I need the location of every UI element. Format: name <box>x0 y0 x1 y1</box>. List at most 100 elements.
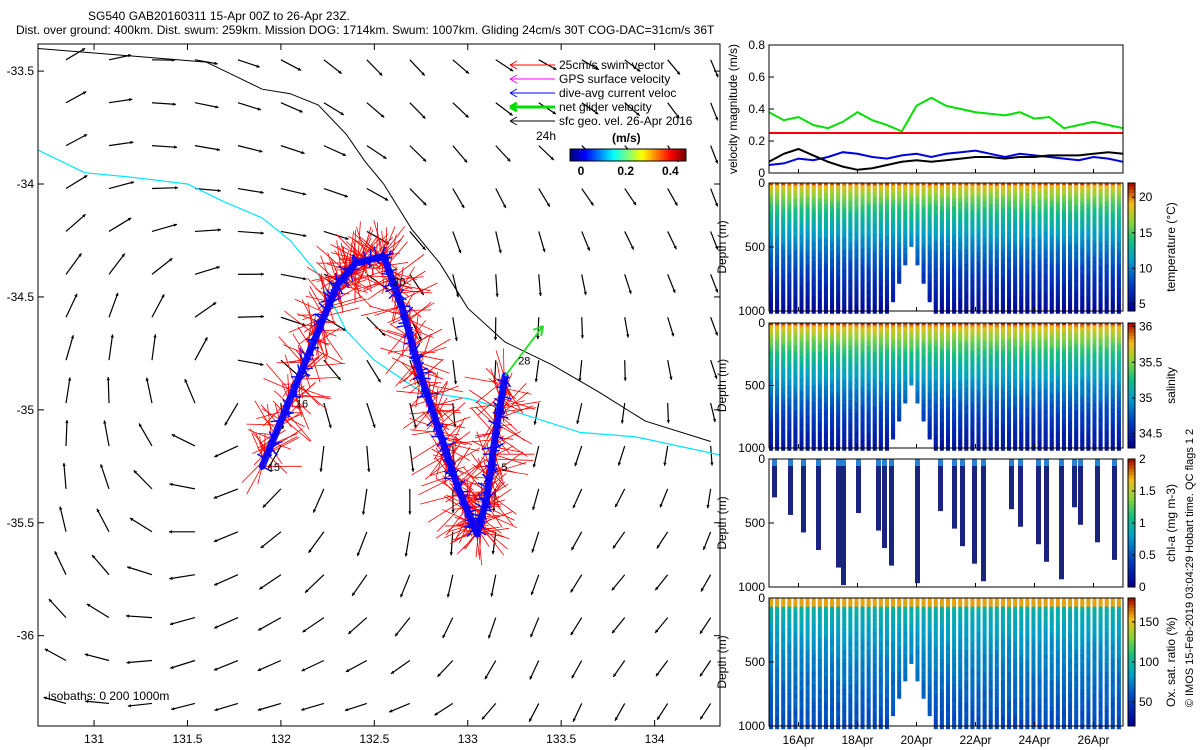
current-vector <box>530 617 540 638</box>
current-vector <box>495 102 513 116</box>
speed-colorbar-cell <box>602 149 605 161</box>
current-vector <box>65 133 88 147</box>
current-vector <box>409 102 426 120</box>
profile-colorbar-cell <box>1128 253 1135 258</box>
current-vector-head <box>303 276 307 281</box>
swim-vector <box>497 405 534 419</box>
current-vector-head <box>78 253 82 257</box>
current-vector-head <box>259 586 263 590</box>
current-vector-head <box>493 336 498 341</box>
swim-vector <box>435 407 456 421</box>
current-vector-head <box>542 248 546 253</box>
current-vector-head <box>507 158 511 162</box>
current-vector-head <box>465 114 469 118</box>
current-vector <box>528 703 540 723</box>
map-xtick-label: 134 <box>645 732 665 746</box>
profile-colorbar-cell <box>1128 234 1135 238</box>
swim-vector <box>499 401 541 409</box>
current-vector-head <box>656 545 660 549</box>
current-vector-head <box>67 377 72 381</box>
current-vector-head <box>700 588 704 592</box>
current-vector-head <box>126 660 130 665</box>
current-vector-head <box>260 231 264 235</box>
current-vector-head <box>383 155 387 159</box>
current-vector-head <box>657 716 661 720</box>
current-vector <box>63 462 67 489</box>
speed-colorbar-cell <box>578 149 581 161</box>
current-vector-head <box>574 462 578 467</box>
current-vector-head <box>171 707 175 711</box>
profile-sample <box>793 309 798 314</box>
current-vector <box>126 659 153 664</box>
current-vector <box>184 378 196 404</box>
swim-vector <box>385 341 413 375</box>
swim-vector <box>412 328 443 345</box>
current-vector-head <box>532 506 536 511</box>
current-vector-head <box>663 462 667 466</box>
current-vector-head <box>44 648 49 652</box>
speed-colorbar-cell <box>638 149 641 161</box>
profile-sample <box>1098 309 1103 314</box>
swim-vector <box>410 429 440 433</box>
day-label: 20 <box>393 277 405 289</box>
map-ytick-label: -34 <box>17 177 35 191</box>
current-vector-head <box>258 627 262 631</box>
speed-colorbar-tick: 0 <box>578 164 585 178</box>
profile-sample <box>970 309 975 314</box>
swim-vector <box>500 401 523 412</box>
profile-sample <box>897 279 902 284</box>
current-vector-head <box>672 289 676 293</box>
current-vector <box>214 702 239 711</box>
swim-vector <box>292 391 310 430</box>
map-background <box>38 44 720 726</box>
speed-colorbar-cell <box>600 149 603 161</box>
profile-sample <box>787 309 792 314</box>
profile-sample <box>1061 309 1066 314</box>
current-vector <box>667 231 677 250</box>
current-vector <box>570 531 583 551</box>
day-label: 16 <box>296 399 308 411</box>
speed-colorbar-cell <box>586 149 589 161</box>
current-vector-head <box>671 332 675 337</box>
current-vector <box>344 702 368 712</box>
current-vector <box>133 469 153 490</box>
current-vector-head <box>161 294 165 298</box>
current-vector <box>170 659 196 669</box>
profile-sample <box>933 309 938 314</box>
current-vector <box>103 420 110 447</box>
current-vector-head <box>632 201 637 206</box>
current-vector <box>710 102 719 121</box>
current-vector <box>323 59 343 75</box>
current-vector <box>409 59 426 76</box>
current-vector <box>85 700 110 705</box>
profile-sample <box>946 309 950 314</box>
current-vector-head <box>615 717 619 721</box>
legend-entry: sfc geo. vel. 26-Apr 2016 <box>559 114 693 128</box>
current-vector-head <box>484 675 488 680</box>
current-vector <box>394 617 411 637</box>
current-vector-head <box>169 622 174 626</box>
current-vector-head <box>65 419 69 424</box>
profile-sample <box>878 309 883 314</box>
current-vector <box>213 531 239 543</box>
current-vector-head <box>594 111 599 115</box>
current-vector-head <box>714 375 718 379</box>
current-vector-head <box>115 292 119 297</box>
current-vector-head <box>491 550 495 555</box>
current-vector-head <box>361 511 366 515</box>
current-vector <box>151 187 178 190</box>
current-vector-head <box>184 379 188 383</box>
current-vector-head <box>576 420 580 424</box>
current-vector <box>667 188 678 206</box>
current-vector <box>213 617 239 629</box>
swim-vector <box>421 474 454 487</box>
current-vector <box>151 145 178 148</box>
profile-sample <box>884 309 889 314</box>
map-ytick-label: -35.5 <box>7 516 35 530</box>
swim-vector <box>493 431 521 445</box>
profile-sample <box>952 309 957 314</box>
profile-sample <box>811 309 816 314</box>
current-vector <box>710 59 719 78</box>
current-vector-head <box>446 594 451 598</box>
current-vector-head <box>169 482 173 487</box>
